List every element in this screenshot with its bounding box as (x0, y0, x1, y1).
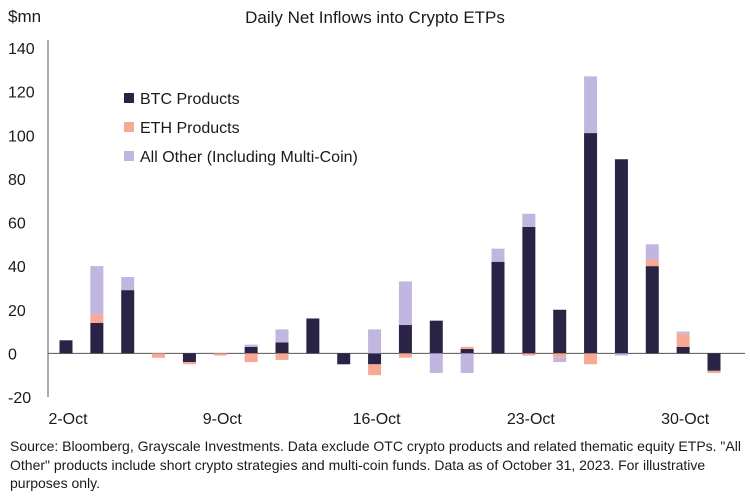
chart-bars: BTC Products 2-Oct: 6 BTC Products 3-Oct:… (59, 76, 721, 376)
legend-swatch (124, 122, 134, 132)
bar-eth-23-oct: ETH Products 23-Oct: -1 (522, 353, 536, 356)
bar-eth-11-oct: ETH Products 11-Oct: -3 (275, 353, 289, 360)
bar-all-18-oct: All Other (Including Multi-Coin) 18-Oct:… (429, 353, 443, 374)
bar-btc-30-oct: BTC Products 30-Oct: 3 (676, 346, 690, 354)
bar-eth-19-oct: ETH Products 19-Oct: 1 (460, 346, 474, 350)
bar-btc-27-oct: BTC Products 27-Oct: 40 (645, 266, 659, 354)
bar-btc-31-oct: BTC Products 31-Oct: -8 (707, 353, 721, 371)
bar-all-26-oct: All Other (Including Multi-Coin) 26-Oct:… (614, 353, 628, 356)
legend-label: BTC Products (140, 91, 240, 108)
legend-swatch (124, 151, 134, 161)
bar-all-10-oct: All Other (Including Multi-Coin) 10-Oct:… (244, 344, 258, 347)
chart-legend: BTC Products ETH Products All Other (Inclu… (124, 91, 358, 166)
bar-btc-17-oct: BTC Products 17-Oct: 13 (398, 325, 412, 354)
y-tick-label: 60 (8, 216, 26, 233)
bar-eth-16-oct: ETH Products 16-Oct: -5 (368, 364, 382, 376)
bar-all-24-oct: All Other (Including Multi-Coin) 24-Oct:… (553, 357, 567, 363)
bar-btc-26-oct: BTC Products 26-Oct: 89 (614, 159, 628, 354)
y-tick-label: 120 (8, 85, 35, 102)
bar-btc-20-oct: BTC Products 20-Oct: 42 (491, 261, 505, 354)
x-tick-label: 30-Oct (661, 411, 710, 428)
bar-eth-17-oct: ETH Products 17-Oct: -2 (398, 353, 412, 358)
bar-all-20-oct: All Other (Including Multi-Coin) 20-Oct:… (491, 248, 505, 262)
legend-label: All Other (Including Multi-Coin) (140, 149, 358, 166)
bar-btc-12-oct: BTC Products 12-Oct: 16 (306, 318, 320, 354)
bar-all-30-oct: All Other (Including Multi-Coin) 30-Oct:… (676, 331, 690, 334)
bar-btc-13-oct: BTC Products 13-Oct: -5 (337, 353, 351, 365)
bar-btc-11-oct: BTC Products 11-Oct: 5 (275, 342, 289, 354)
bar-all-11-oct: All Other (Including Multi-Coin) 11-Oct:… (275, 329, 289, 343)
bar-btc-24-oct: BTC Products 24-Oct: 20 (553, 309, 567, 354)
bar-eth-31-oct: ETH Products 31-Oct: -1 (707, 370, 721, 374)
y-tick-label: 0 (8, 346, 17, 363)
chart-title: Daily Net Inflows into Crypto ETPs (245, 8, 505, 27)
bar-eth-5-oct: ETH Products 5-Oct: -2 (152, 353, 166, 358)
bar-btc-19-oct: BTC Products 19-Oct: 2 (460, 349, 474, 354)
bar-eth-10-oct: ETH Products 10-Oct: -4 (244, 353, 258, 363)
bar-all-4-oct: All Other (Including Multi-Coin) 4-Oct: … (121, 277, 135, 291)
x-tick-label: 9-Oct (203, 411, 243, 428)
bar-eth-3-oct: ETH Products 3-Oct: 4 (90, 314, 104, 323)
bar-btc-6-oct: BTC Products 6-Oct: -4 (182, 353, 196, 363)
bar-eth-24-oct: ETH Products 24-Oct: -2 (553, 353, 567, 358)
chart-axes: -20 0 20 40 60 80 100 120 140 2-Oct 9-Oct 16-Oct 23-… (8, 40, 745, 428)
bar-eth-25-oct: ETH Products 25-Oct: -5 (584, 353, 598, 365)
bar-all-17-oct: All Other (Including Multi-Coin) 17-Oct:… (398, 281, 412, 326)
bar-btc-3-oct: BTC Products 3-Oct: 14 (90, 322, 104, 354)
bar-btc-16-oct: BTC Products 16-Oct: -5 (368, 353, 382, 365)
bar-all-25-oct: All Other (Including Multi-Coin) 25-Oct:… (584, 76, 598, 134)
bar-btc-4-oct: BTC Products 4-Oct: 29 (121, 290, 135, 354)
bar-eth-30-oct: ETH Products 30-Oct: 6 (676, 333, 690, 347)
bar-eth-27-oct: ETH Products 27-Oct: 3 (645, 259, 659, 267)
y-axis-unit-label: $mn (8, 7, 42, 26)
bar-btc-25-oct: BTC Products 25-Oct: 101 (584, 133, 598, 354)
y-tick-label: 140 (8, 41, 35, 58)
y-tick-label: 80 (8, 172, 26, 189)
bar-all-19-oct: All Other (Including Multi-Coin) 19-Oct:… (460, 353, 474, 374)
bar-btc-18-oct: BTC Products 18-Oct: 15 (429, 320, 443, 354)
x-tick-label: 16-Oct (353, 411, 402, 428)
y-tick-label: 100 (8, 128, 35, 145)
bar-btc-2-oct: BTC Products 2-Oct: 6 (59, 340, 73, 354)
bar-eth-9-oct: ETH Products 9-Oct: -1 (213, 353, 227, 356)
y-tick-label: 40 (8, 259, 26, 276)
x-tick-label: 23-Oct (507, 411, 556, 428)
bar-btc-10-oct: BTC Products 10-Oct: 3 (244, 346, 258, 354)
source-note: Source: Bloomberg, Grayscale Investments… (10, 438, 741, 491)
legend-swatch (124, 93, 134, 103)
bar-all-27-oct: All Other (Including Multi-Coin) 27-Oct:… (645, 244, 659, 260)
y-tick-label: 20 (8, 303, 26, 320)
bar-all-3-oct: All Other (Including Multi-Coin) 3-Oct: … (90, 266, 104, 315)
bar-all-23-oct: All Other (Including Multi-Coin) 23-Oct:… (522, 213, 536, 227)
x-tick-label: 2-Oct (48, 411, 88, 428)
y-tick-label: -20 (8, 390, 31, 407)
legend-label: ETH Products (140, 120, 240, 137)
bar-eth-6-oct: ETH Products 6-Oct: -1 (182, 362, 196, 365)
bar-all-16-oct: All Other (Including Multi-Coin) 16-Oct:… (368, 329, 382, 354)
bar-btc-23-oct: BTC Products 23-Oct: 58 (522, 226, 536, 354)
